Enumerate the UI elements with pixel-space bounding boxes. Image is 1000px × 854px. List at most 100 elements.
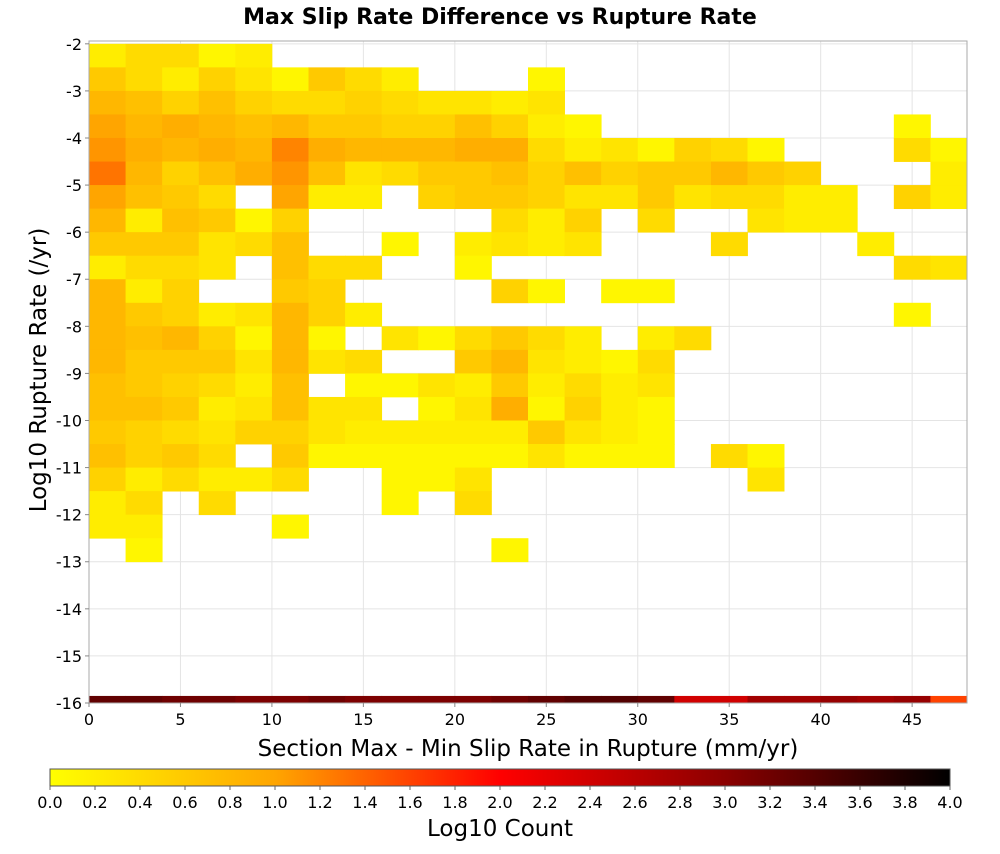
heatmap-cell <box>271 420 309 445</box>
y-tick-label: -2 <box>66 35 82 54</box>
heatmap-cell <box>418 114 456 139</box>
heatmap-cell <box>747 467 785 492</box>
y-tick-label: -11 <box>56 459 82 478</box>
heatmap-cell <box>601 185 639 210</box>
heatmap-cell <box>308 349 346 374</box>
heatmap-cell <box>162 326 200 351</box>
heatmap-cell <box>271 161 309 186</box>
y-tick-label: -3 <box>66 82 82 101</box>
heatmap-cell <box>637 161 675 186</box>
heatmap-cell <box>418 326 456 351</box>
heatmap-cell <box>235 114 273 139</box>
heatmap-cell <box>89 208 126 233</box>
heatmap-cell <box>198 137 236 162</box>
heatmap-total-cell <box>674 695 712 703</box>
heatmap-cell <box>564 444 602 468</box>
heatmap-cell <box>528 279 565 304</box>
heatmap-cell <box>125 349 163 374</box>
heatmap-cell <box>784 185 822 210</box>
plot-frame <box>88 40 968 704</box>
heatmap-cell <box>454 185 492 210</box>
heatmap-cell <box>528 326 565 351</box>
heatmap-cell <box>820 185 858 210</box>
heatmap-cell <box>528 420 565 445</box>
heatmap-cell <box>125 90 163 115</box>
colorbar-tick-label: 2.0 <box>487 793 512 812</box>
heatmap-cell <box>528 208 565 233</box>
heatmap-total-cell <box>162 695 200 703</box>
y-tick-label: -16 <box>56 694 82 713</box>
heatmap-cell <box>162 373 200 398</box>
heatmap-cell <box>710 161 748 186</box>
heatmap-cell <box>198 208 236 233</box>
heatmap-cell <box>125 255 163 280</box>
x-tick-label: 45 <box>902 710 922 729</box>
heatmap-cell <box>491 208 529 233</box>
heatmap-total-cell <box>528 695 565 703</box>
heatmap-cell <box>235 67 273 92</box>
heatmap-cell <box>528 67 565 92</box>
heatmap-cell <box>637 444 675 468</box>
heatmap-cell <box>271 232 309 257</box>
heatmap-cell <box>784 161 822 186</box>
heatmap-cell <box>271 90 309 115</box>
heatmap-total-cell <box>125 695 163 703</box>
heatmap-cell <box>674 326 712 351</box>
y-tick-label: -10 <box>56 411 82 430</box>
heatmap-cell <box>454 114 492 139</box>
x-tick-label: 0 <box>84 710 94 729</box>
heatmap-cell <box>637 396 675 421</box>
heatmap-cell <box>893 137 931 162</box>
heatmap-cell <box>271 467 309 492</box>
heatmap-cell <box>308 255 346 280</box>
heatmap-cell <box>271 349 309 374</box>
heatmap-cell <box>89 114 126 139</box>
heatmap-cell <box>162 255 200 280</box>
heatmap-cell <box>893 255 931 280</box>
heatmap-cell <box>528 90 565 115</box>
heatmap-cell <box>162 396 200 421</box>
heatmap-cell <box>271 279 309 304</box>
heatmap-cell <box>528 137 565 162</box>
heatmap-cell <box>271 114 309 139</box>
heatmap-cell <box>89 326 126 351</box>
heatmap-cell <box>125 514 163 539</box>
chart-title: Max Slip Rate Difference vs Rupture Rate <box>243 5 757 30</box>
colorbar-tick-label: 0.6 <box>172 793 197 812</box>
heatmap-cell <box>345 302 383 327</box>
heatmap-cell <box>491 114 529 139</box>
heatmap-cell <box>381 373 419 398</box>
heatmap-cell <box>198 185 236 210</box>
heatmap-cell <box>89 279 126 304</box>
heatmap-cell <box>601 396 639 421</box>
x-axis-ticks: 0 5 10 15 20 25 30 35 40 45 <box>84 703 922 729</box>
heatmap-cell <box>89 255 126 280</box>
heatmap-cell <box>345 161 383 186</box>
heatmap-cell <box>271 67 309 92</box>
heatmap-cell <box>345 396 383 421</box>
heatmap-cell <box>125 208 163 233</box>
heatmap-cell <box>637 208 675 233</box>
colorbar-label: Log10 Count <box>427 816 573 842</box>
heatmap-cell <box>125 491 163 516</box>
heatmap-cell <box>125 538 163 563</box>
x-tick-label: 40 <box>810 710 830 729</box>
heatmap-cell <box>381 444 419 468</box>
heatmap-cell <box>125 279 163 304</box>
x-tick-label: 5 <box>175 710 185 729</box>
heatmap-cell <box>198 43 236 68</box>
heatmap-cell <box>454 467 492 492</box>
heatmap-total-cell <box>271 695 309 703</box>
heatmap-total-cell <box>345 695 383 703</box>
heatmap-cell <box>308 161 346 186</box>
heatmap-cell <box>162 279 200 304</box>
heatmap-cell <box>89 396 126 421</box>
heatmap-cell <box>564 137 602 162</box>
heatmap-cell <box>418 185 456 210</box>
heatmap-cell <box>528 396 565 421</box>
heatmap-cell <box>125 114 163 139</box>
x-axis-label: Section Max - Min Slip Rate in Rupture (… <box>258 736 799 762</box>
heatmap-cell <box>89 43 126 68</box>
heatmap-cell <box>308 90 346 115</box>
heatmap-cell <box>381 137 419 162</box>
